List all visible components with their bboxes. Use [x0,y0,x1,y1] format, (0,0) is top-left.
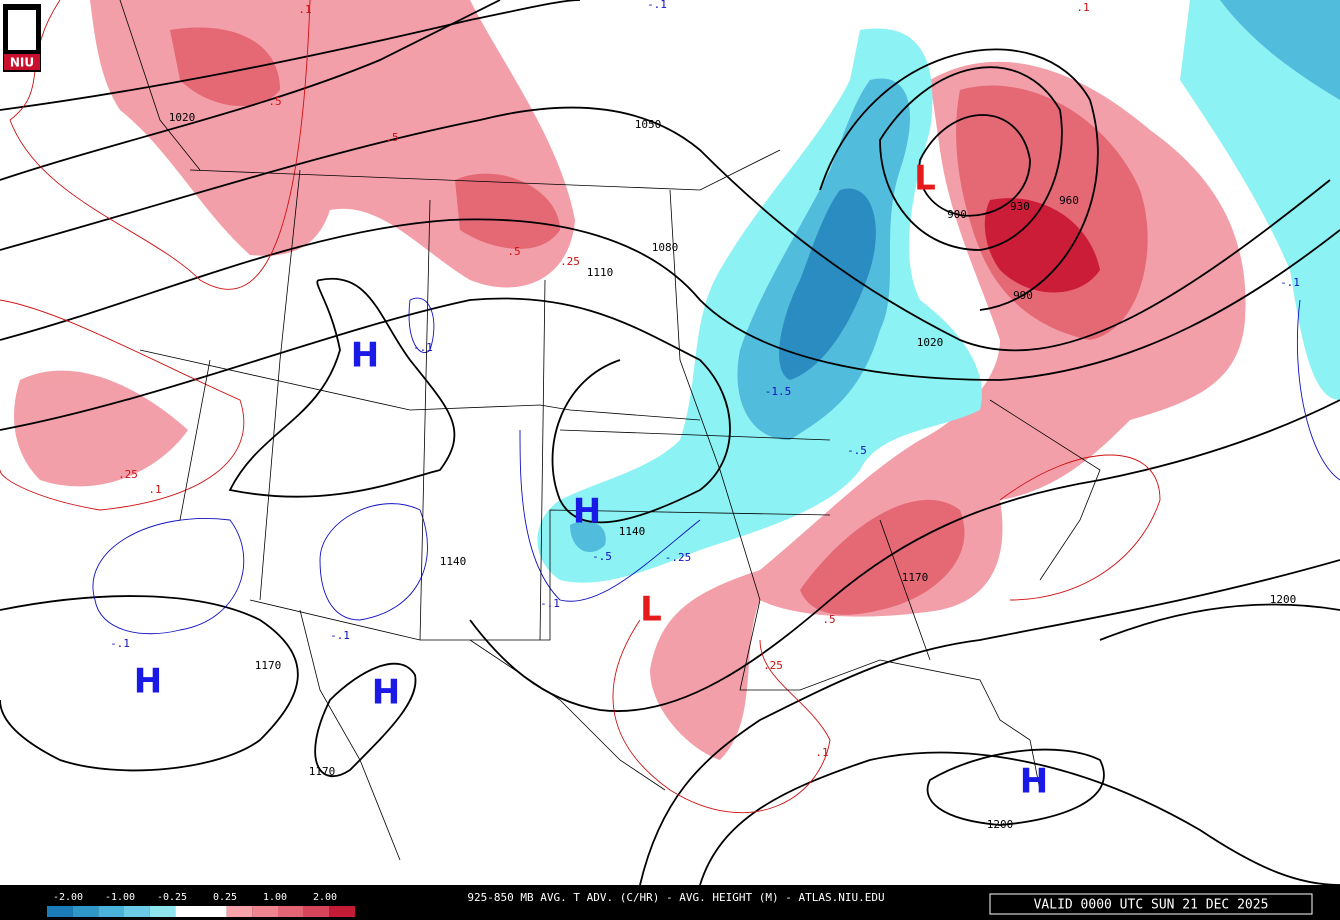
colorbar-swatch [47,906,73,917]
colorbar: -2.00 -1.00 -0.25 0.25 1.00 2.00 [47,892,355,917]
tadv-cold-label: -.5 [847,444,867,457]
height-label: 1140 [440,555,467,568]
tadv-warm-label: .5 [385,131,398,144]
colorbar-swatch [201,906,227,917]
logo-text: NIU [10,56,34,70]
colorbar-swatch [72,906,99,917]
warm-advection-max [984,198,1100,293]
height-label: 930 [1010,200,1030,213]
colorbar-label: 1.00 [263,892,287,903]
tadv-cold-label: -.5 [592,550,612,563]
cold-advection-max [779,188,876,380]
tadv-warm-label: .25 [118,468,138,481]
tadv-warm-label: .1 [815,746,828,759]
colorbar-label: -0.25 [157,892,187,903]
tadv-cold-label: -1.5 [765,385,792,398]
tadv-warm-label: .25 [560,255,580,268]
colorbar-swatch [252,906,278,917]
tadv-contours [0,0,1340,814]
valid-time: VALID 0000 UTC SUN 21 DEC 2025 [1034,898,1269,913]
height-label: 1200 [987,818,1014,831]
height-label: 1140 [619,525,646,538]
height-label: 1080 [652,241,679,254]
colorbar-swatch [278,906,304,917]
height-label: 1200 [1270,593,1297,606]
tadv-warm-label: .5 [268,95,281,108]
colorbar-swatch [303,906,330,917]
height-label: 1170 [309,765,336,778]
height-label: 960 [1059,194,1079,207]
colorbar-swatch [226,906,253,917]
tadv-cold-label: -.1 [110,637,130,650]
tadv-cold-label: -.25 [665,551,692,564]
pressure-center: L [640,590,662,630]
pressure-center: H [372,673,400,713]
height-label: 1050 [635,118,662,131]
colorbar-label: -2.00 [53,892,83,903]
tadv-warm-label: .1 [148,483,161,496]
height-label: 1020 [917,336,944,349]
boundaries [119,0,1101,861]
tadv-cold-label: -.1 [413,341,433,354]
height-label: 1020 [169,111,196,124]
colorbar-swatch [98,906,124,917]
valid-box [989,893,1313,915]
footer-title: 925-850 MB AVG. T ADV. (C/HR) - AVG. HEI… [467,891,884,904]
height-label: 990 [1013,289,1033,302]
tadv-warm-label: .5 [507,245,520,258]
tadv-cold-label: -.1 [540,597,560,610]
height-label: 1170 [255,659,282,672]
pressure-center: L [914,159,936,199]
niu-logo: NIU [3,4,41,72]
colorbar-label: -1.00 [105,892,135,903]
colorbar-label: 0.25 [213,892,237,903]
colorbar-swatch [329,906,355,917]
height-label: 900 [947,208,967,221]
pressure-center: H [573,492,601,532]
colorbar-label: 2.00 [313,892,337,903]
height-label: 1170 [902,571,929,584]
pressure-center: H [134,662,162,702]
tadv-warm-label: .25 [763,659,783,672]
tadv-warm-label: .1 [298,3,311,16]
colorbar-swatch [149,906,176,917]
pressure-center: H [351,336,379,376]
height-label: 1110 [587,266,614,279]
tadv-cold-label: -.1 [330,629,350,642]
pressure-center: H [1020,762,1048,802]
colorbar-swatch [175,906,201,917]
tadv-cold-label: -.1 [647,0,667,11]
tadv-warm-label: .1 [1076,1,1089,14]
colorbar-swatch [124,906,150,917]
tadv-cold-label: -.1 [1280,276,1300,289]
tadv-warm-label: .5 [822,613,835,626]
